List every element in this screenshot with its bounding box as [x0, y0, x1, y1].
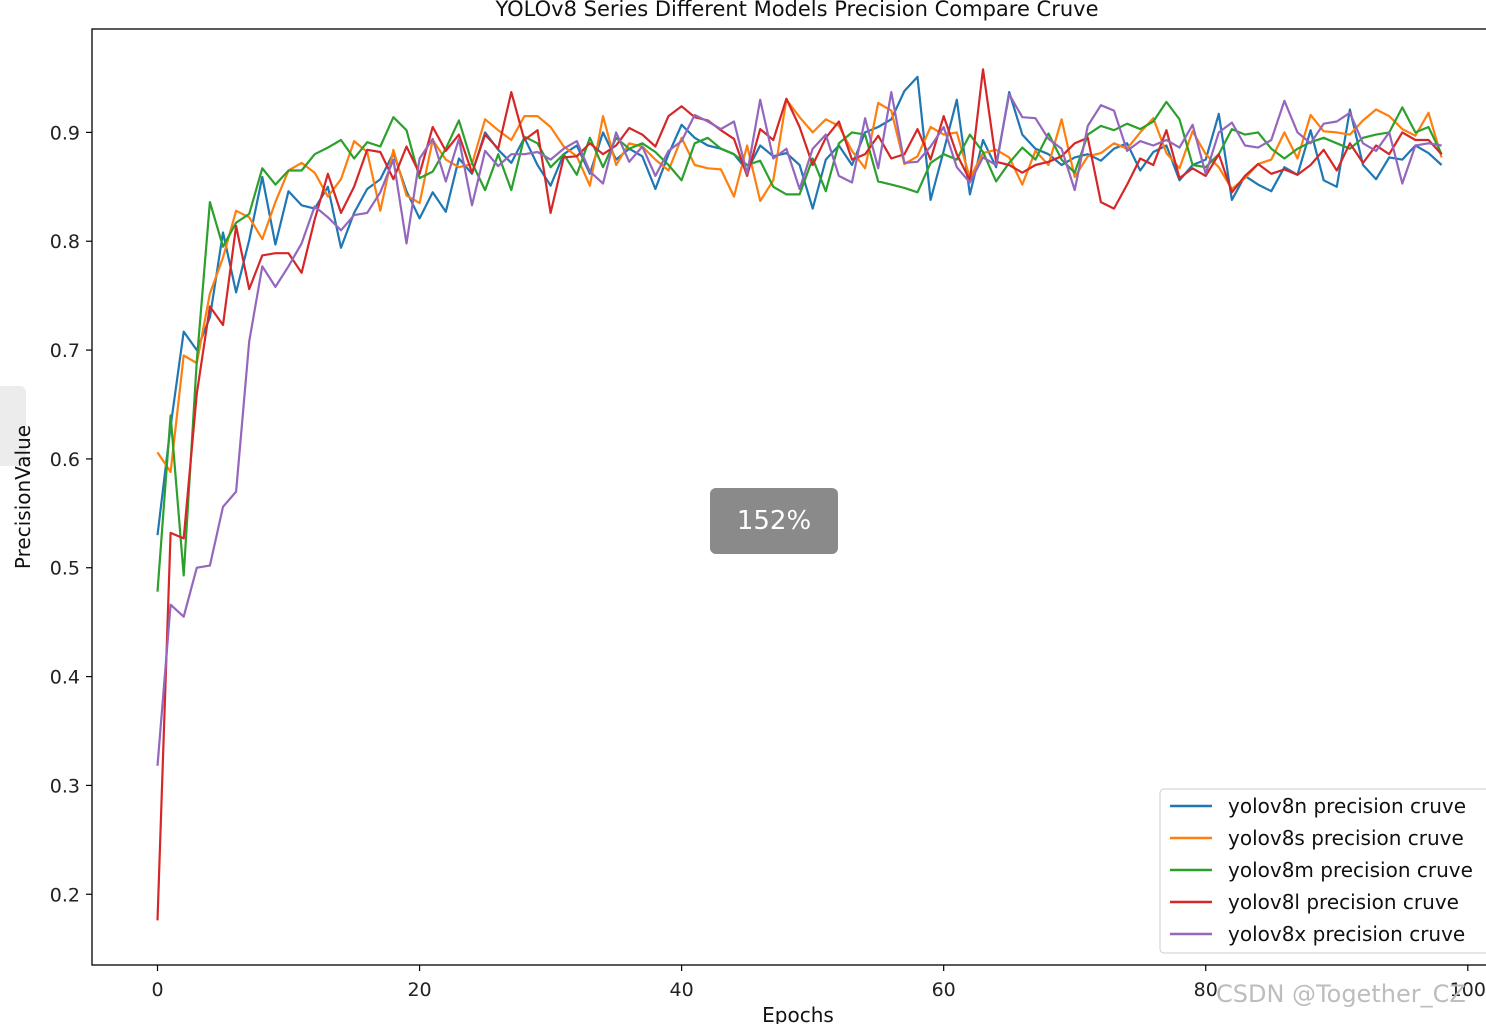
series-line-1	[156, 98, 1443, 474]
y-tick-label-5: 0.7	[50, 340, 80, 362]
legend-label-2: yolov8m precision cruve	[1228, 858, 1473, 882]
y-axis: 0.2 0.3 0.4 0.5 0.6 0.7 0.8 0.9	[50, 122, 92, 906]
series-layer	[156, 68, 1443, 921]
x-tick-label-5: 100	[1450, 979, 1486, 1001]
legend-label-1: yolov8s precision cruve	[1228, 826, 1464, 850]
legend-label-0: yolov8n precision cruve	[1228, 794, 1466, 818]
y-tick-label-6: 0.8	[50, 231, 80, 253]
legend: yolov8n precision cruve yolov8s precision…	[1159, 788, 1486, 954]
y-tick-label-4: 0.6	[50, 449, 80, 471]
series-line-0	[156, 75, 1443, 536]
x-tick-label-2: 40	[670, 979, 694, 1001]
x-tick-label-0: 0	[151, 979, 163, 1001]
legend-label-3: yolov8l precision cruve	[1228, 890, 1459, 914]
x-tick-label-4: 80	[1194, 979, 1218, 1001]
x-axis-label: Epochs	[762, 1003, 834, 1024]
watermark: CSDN @Together_CZ	[1216, 980, 1466, 1008]
series-line-2	[156, 100, 1443, 592]
y-tick-label-2: 0.4	[50, 667, 80, 689]
plot-frame	[91, 28, 1486, 966]
y-tick-label-0: 0.2	[50, 884, 80, 906]
y-tick-label-3: 0.5	[50, 558, 80, 580]
y-axis-label: PrecisionValue	[11, 425, 35, 569]
x-axis: 0 20 40 60 80 100	[151, 965, 1486, 1001]
x-tick-label-3: 60	[932, 979, 956, 1001]
zoom-level-badge: 152%	[710, 488, 838, 554]
legend-label-4: yolov8x precision cruve	[1228, 922, 1465, 946]
y-tick-label-1: 0.3	[50, 775, 80, 797]
series-line-4	[156, 90, 1442, 766]
chart-title: YOLOv8 Series Different Models Precision…	[494, 0, 1098, 21]
y-tick-label-7: 0.9	[50, 122, 80, 144]
side-panel-handle[interactable]	[0, 386, 26, 466]
legend-box	[1159, 788, 1486, 954]
x-tick-label-1: 20	[407, 979, 431, 1001]
series-line-3	[156, 68, 1443, 921]
